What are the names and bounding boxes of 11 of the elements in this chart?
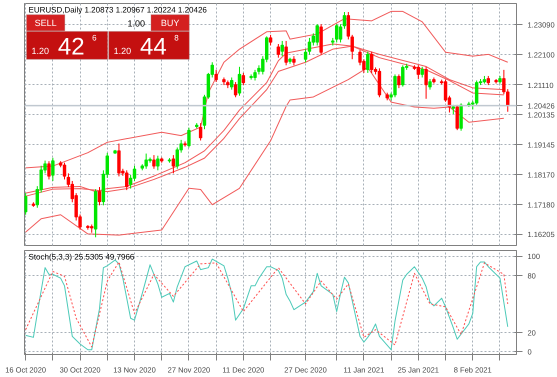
annotation: SELL [34,18,57,28]
annotation: BUY [160,18,180,28]
annotation: 8 [174,33,180,42]
annotation: 1.20 [31,46,50,56]
annotation: 6 [92,33,98,42]
annotation: 44 [140,33,167,60]
chart-title: EURUSD,Daily 1.20873 1.20967 1.20224 1.20426 [28,6,208,14]
annotation: 42 [58,33,85,60]
annotation: 1.00 [128,18,146,28]
annotation: 1.20 [114,46,132,56]
chart-title: Stoch(5,3,3) 25.5305 49.7966 [28,252,135,262]
